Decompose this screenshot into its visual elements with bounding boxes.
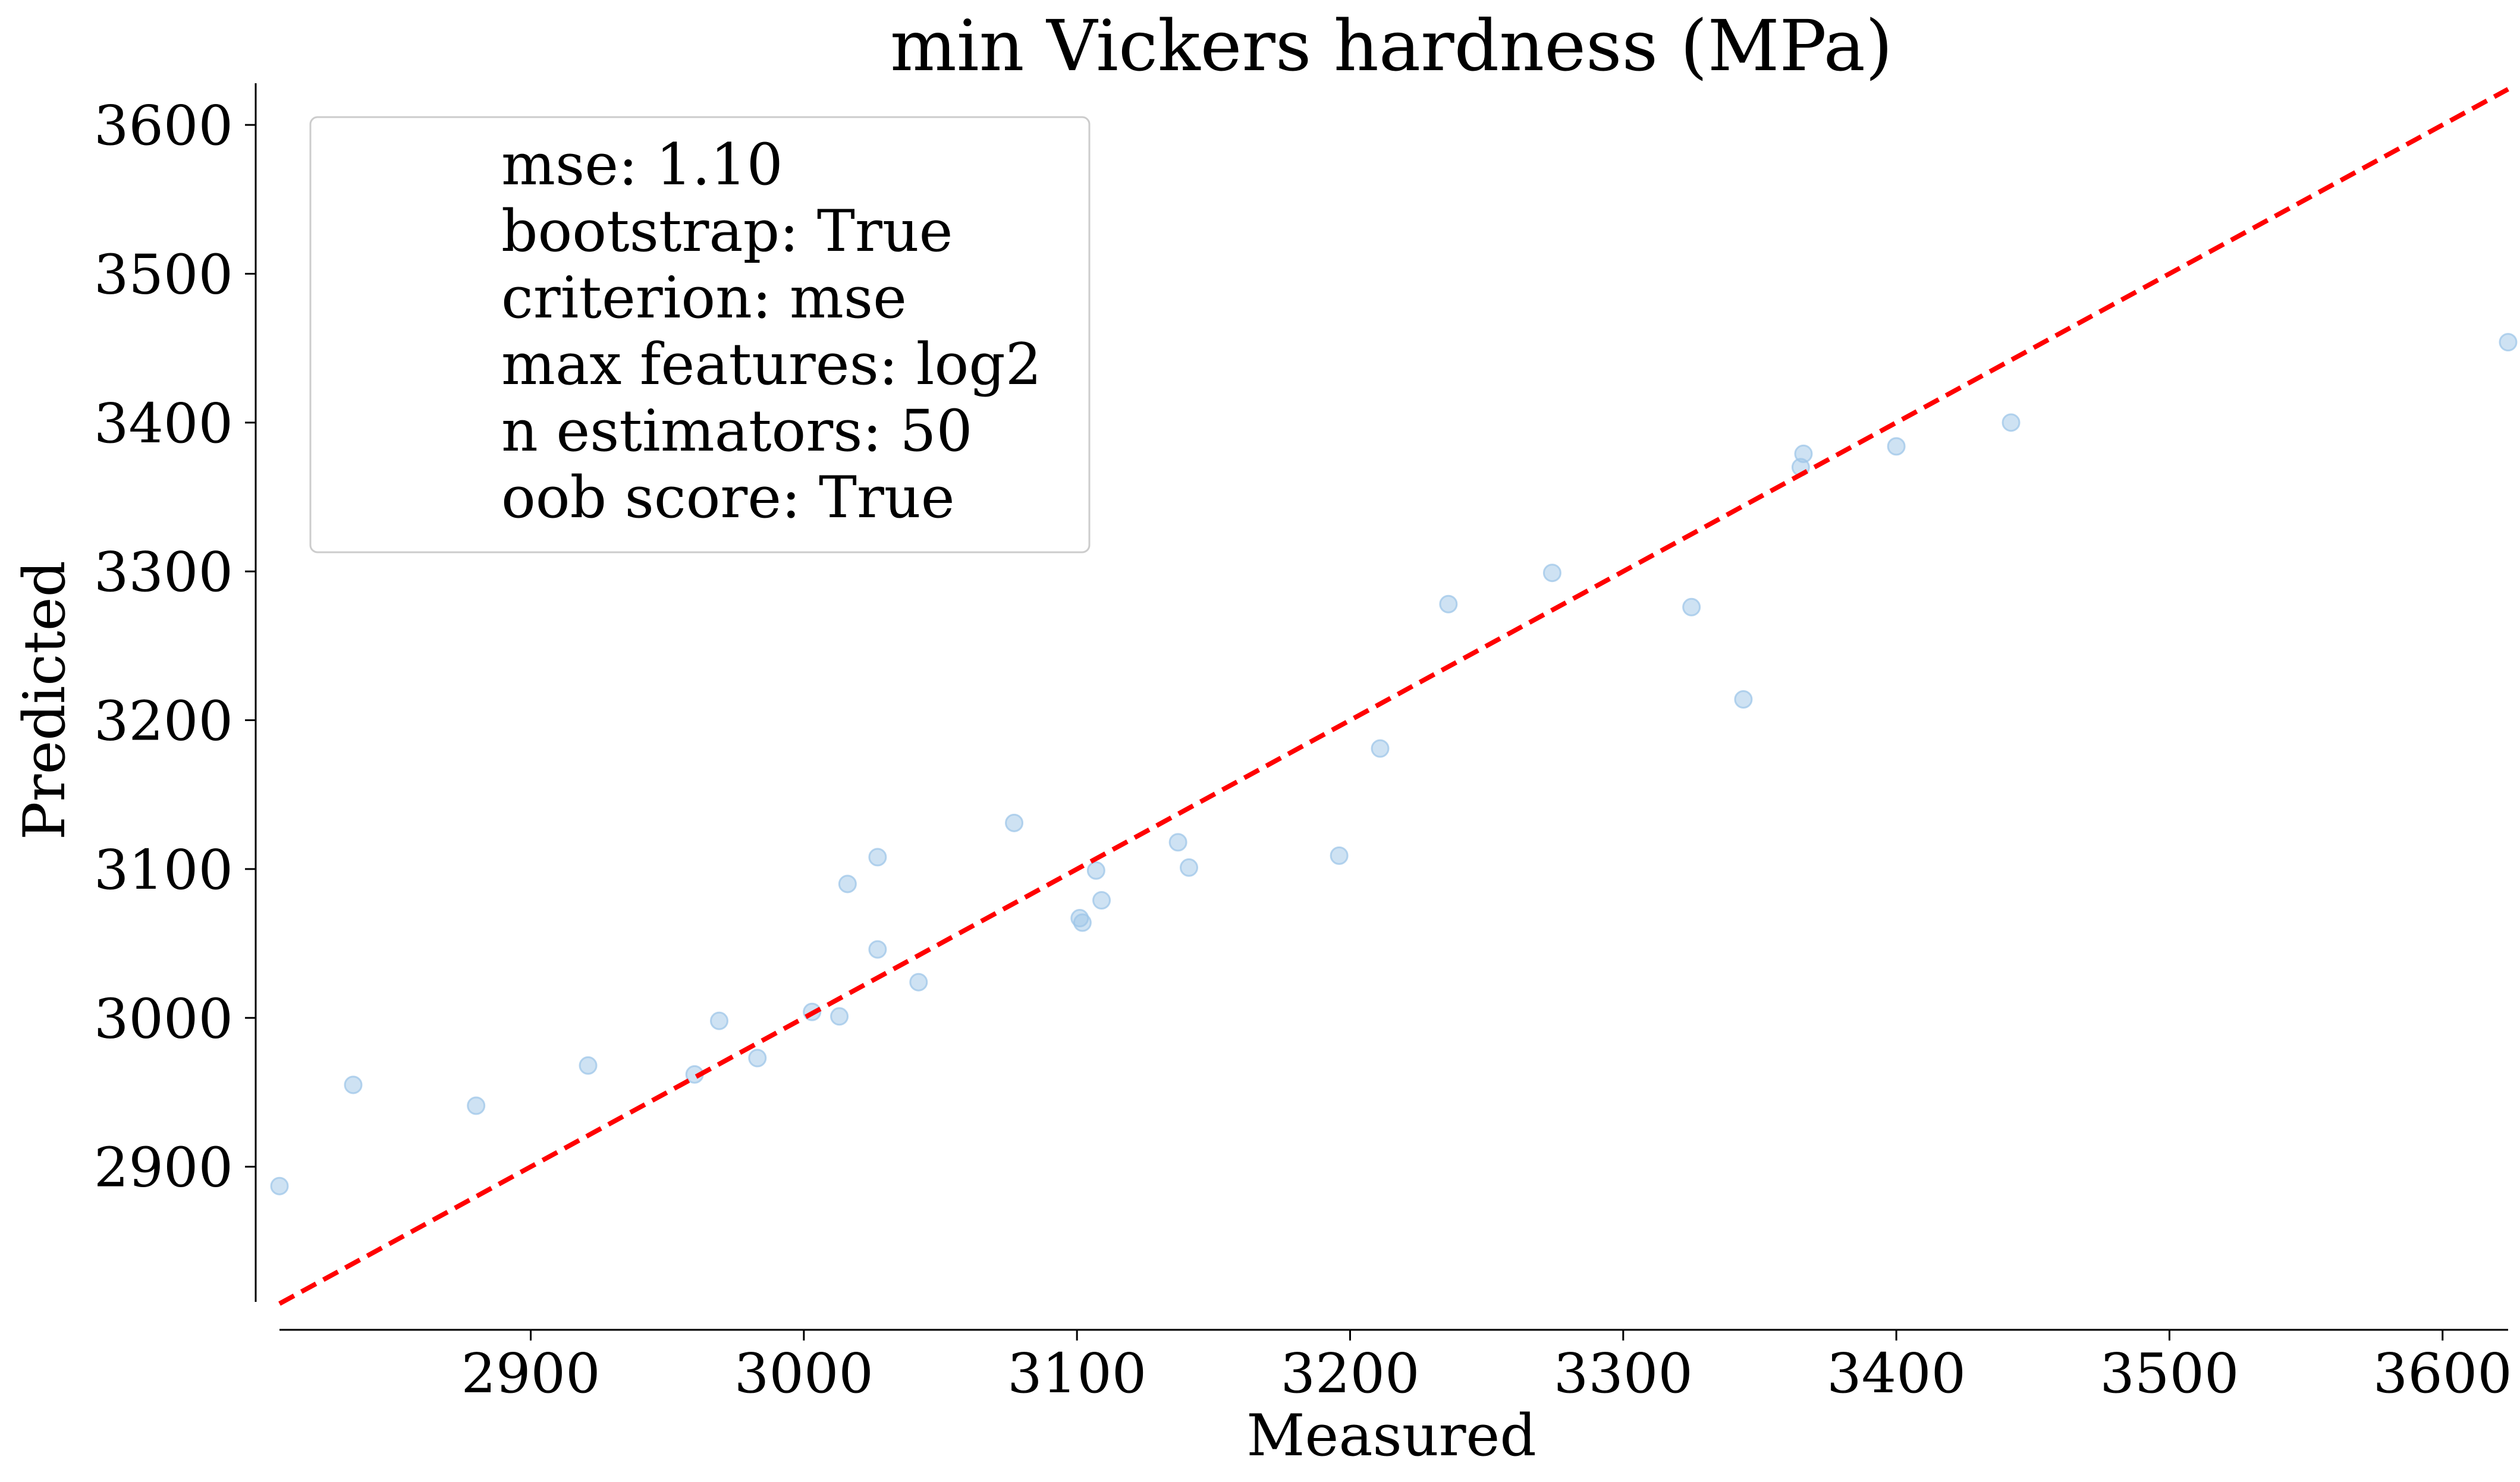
x-tick-label-3300: 3300 [1554,1342,1693,1405]
legend-line-n-estimators: n estimators: 50 [501,398,973,464]
legend-line-bootstrap: bootstrap: True [501,198,953,265]
data-point-21 [1371,739,1390,758]
data-point-24 [1682,597,1701,616]
legend-line-mse: mse: 1.10 [501,131,783,198]
chart-title: min Vickers hardness (MPa) [890,5,1893,87]
x-tick-label-3500: 3500 [2100,1342,2239,1405]
y-tick-label-3400: 3400 [94,392,233,455]
y-axis-ticks: 2900 3000 3100 3200 3300 3400 3500 3600 [94,94,256,1200]
data-point-10 [868,848,887,867]
data-point-17 [1092,891,1111,910]
data-point-19 [1180,858,1199,877]
data-point-18 [1168,833,1187,852]
data-point-16 [1086,861,1105,880]
legend: mse: 1.10 bootstrap: True criterion: mse… [309,116,1091,553]
data-point-22 [1439,594,1458,613]
data-point-1 [344,1075,363,1094]
data-point-6 [748,1049,767,1068]
data-point-2 [467,1096,486,1115]
x-tick-label-3200: 3200 [1280,1342,1419,1405]
y-tick-label-3300: 3300 [94,540,233,604]
y-tick-label-3500: 3500 [94,243,233,306]
data-point-27 [1794,444,1813,463]
data-point-25 [1734,690,1753,709]
x-tick-label-2900: 2900 [461,1342,600,1405]
data-point-29 [2001,413,2021,432]
data-point-0 [270,1176,289,1195]
legend-line-oob-score: oob score: True [501,464,955,531]
data-point-9 [838,874,857,893]
x-tick-label-3400: 3400 [1827,1342,1966,1405]
legend-line-max-features: max features: log2 [501,331,1042,398]
data-point-12 [909,973,928,992]
x-tick-label-3600: 3600 [2373,1342,2512,1405]
legend-line-criterion: criterion: mse [501,265,907,331]
data-point-13 [1005,813,1024,832]
legend-box [309,116,1091,553]
x-axis-ticks: 2900 3000 3100 3200 3300 3400 3500 3600 [461,1330,2512,1405]
data-point-28 [1887,437,1906,456]
y-tick-label-2900: 2900 [94,1136,233,1200]
y-tick-label-3100: 3100 [94,838,233,902]
x-tick-label-3000: 3000 [734,1342,873,1405]
y-tick-label-3000: 3000 [94,987,233,1050]
y-axis-label: Predicted [11,561,78,840]
data-point-30 [2499,333,2518,352]
y-tick-label-3600: 3600 [94,94,233,158]
x-axis-label: Measured [1246,1402,1536,1469]
data-points [270,333,2518,1195]
data-point-23 [1542,564,1561,583]
data-point-15 [1073,913,1092,932]
data-point-3 [579,1056,598,1075]
data-point-11 [868,940,887,959]
data-point-20 [1330,846,1349,865]
x-tick-label-3100: 3100 [1007,1342,1146,1405]
data-point-5 [709,1011,728,1030]
data-point-8 [830,1007,849,1026]
y-tick-label-3200: 3200 [94,690,233,753]
